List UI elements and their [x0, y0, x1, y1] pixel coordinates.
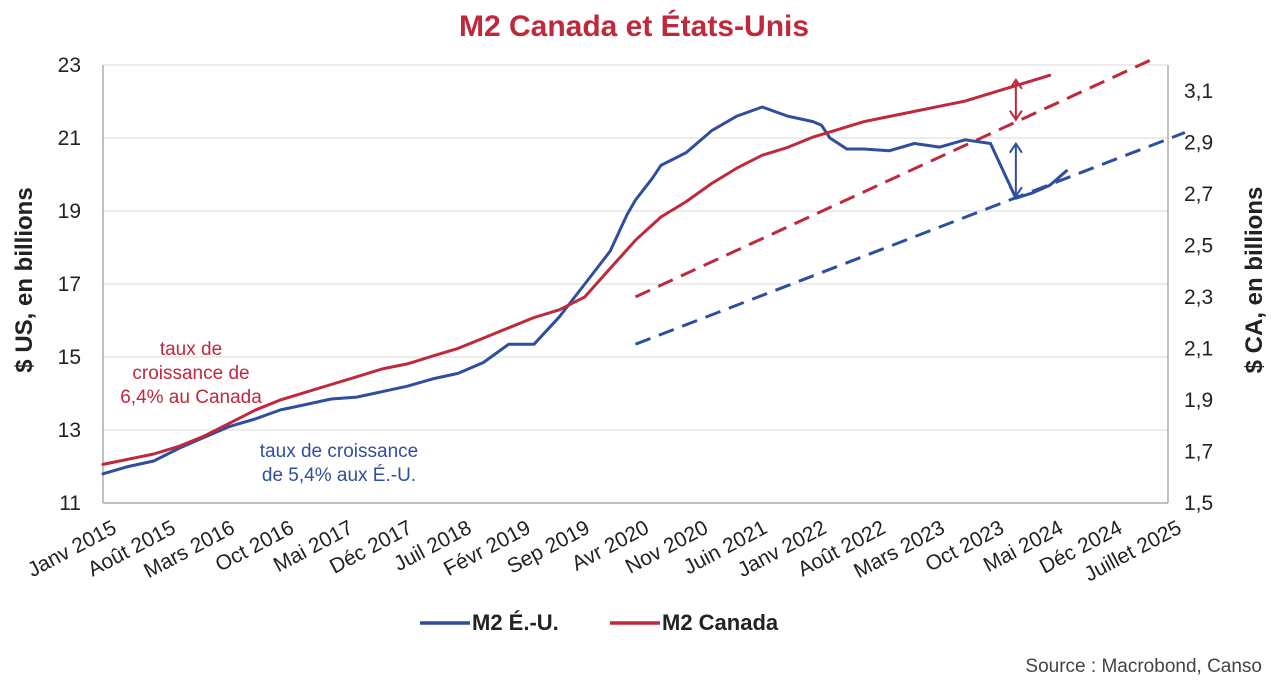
series-line — [101, 105, 1069, 476]
y-axis-right-title: $ CA, en billions — [1241, 187, 1268, 374]
trend-line — [634, 131, 1186, 346]
series-lines — [101, 73, 1069, 476]
chart-title: M2 Canada et États-Unis — [459, 9, 809, 43]
y-left-tick-label: 15 — [58, 346, 81, 369]
right-axis-ticks: 1,5 1,7 1,9 2,1 2,3 2,5 2,7 2,9 3,1 — [1184, 80, 1213, 515]
y-right-tick-label: 2,1 — [1184, 337, 1213, 360]
gap-arrow — [1009, 78, 1023, 122]
left-axis-ticks: 11 13 15 17 19 21 23 — [58, 54, 81, 515]
source-note: Source : Macrobond, Canso — [1025, 656, 1262, 677]
series-line — [101, 73, 1052, 466]
y-right-tick-label: 2,3 — [1184, 286, 1213, 309]
y-right-tick-label: 1,9 — [1184, 389, 1213, 412]
y-axis-left-title: $ US, en billions — [11, 187, 38, 372]
y-left-tick-label: 19 — [58, 200, 81, 223]
y-right-tick-label: 2,7 — [1184, 183, 1213, 206]
y-left-tick-label: 23 — [58, 54, 81, 77]
trend-line — [634, 58, 1152, 299]
gridlines — [103, 64, 1168, 504]
trend-lines — [634, 58, 1186, 346]
y-right-tick-label: 2,5 — [1184, 234, 1213, 257]
annotation-text: taux de croissance de 6,4% au Canada — [120, 339, 262, 408]
legend-item: M2 Canada — [610, 610, 779, 635]
svg-text:M2 É.-U.: M2 É.-U. — [472, 610, 559, 635]
y-right-tick-label: 1,7 — [1184, 440, 1213, 463]
legend: M2 É.-U. M2 Canada — [420, 610, 779, 635]
annotations: taux de croissance de 6,4% au Canada taux d… — [120, 339, 418, 486]
y-left-tick-label: 11 — [59, 492, 81, 515]
y-left-tick-label: 13 — [58, 419, 81, 442]
y-right-tick-label: 3,1 — [1184, 80, 1213, 103]
y-right-tick-label: 2,9 — [1184, 131, 1213, 154]
gap-arrow — [1009, 141, 1023, 199]
y-left-tick-label: 21 — [58, 127, 81, 150]
y-left-tick-label: 17 — [58, 273, 81, 296]
legend-item: M2 É.-U. — [420, 610, 559, 635]
svg-text:M2 Canada: M2 Canada — [662, 610, 779, 635]
gap-arrows — [1009, 78, 1023, 199]
y-right-tick-label: 1,5 — [1184, 492, 1213, 515]
axes — [102, 65, 1169, 504]
annotation-text: taux de croissance de 5,4% aux É.-U. — [260, 441, 418, 486]
